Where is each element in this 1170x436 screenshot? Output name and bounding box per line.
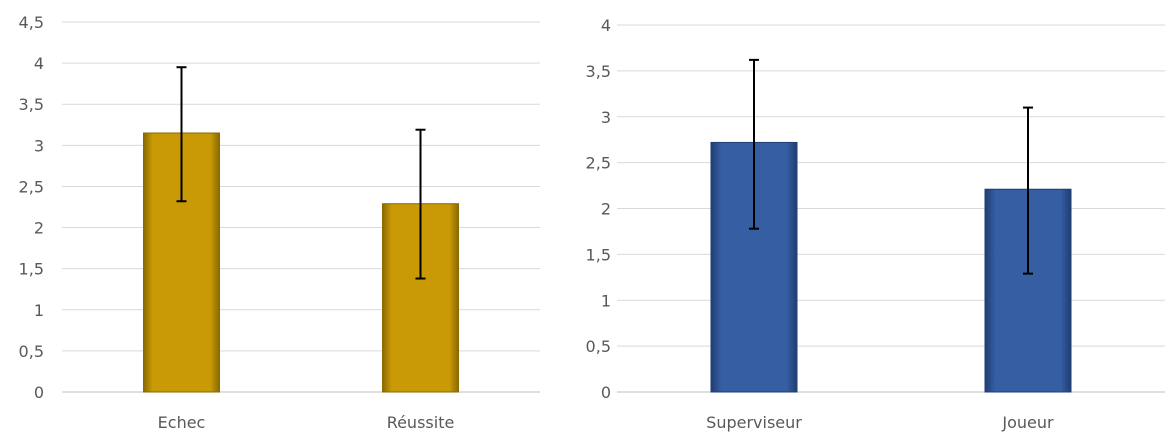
y-tick-label: 2,5: [586, 154, 611, 173]
x-category-label: Superviseur: [706, 413, 802, 432]
y-tick-label: 2: [601, 200, 611, 219]
x-category-label: Echec: [158, 413, 206, 432]
y-tick-label: 1,5: [19, 260, 44, 279]
y-tick-label: 4: [601, 16, 611, 35]
x-category-label: Joueur: [1001, 413, 1054, 432]
y-tick-label: 2,5: [19, 177, 44, 196]
y-tick-label: 3: [601, 108, 611, 127]
y-tick-label: 3: [34, 136, 44, 155]
y-tick-label: 0: [601, 383, 611, 402]
y-tick-label: 3,5: [586, 62, 611, 81]
y-tick-label: 1: [34, 301, 44, 320]
y-tick-label: 0,5: [19, 342, 44, 361]
bar-chart-echec-reussite: 0 0,5 1 1,5 2 2,5 3 3,5 4 4,5 Echec Réussite: [0, 0, 575, 436]
y-tick-label: 0,5: [586, 337, 611, 356]
y-tick-label: 1,5: [586, 245, 611, 264]
y-tick-label: 0: [34, 383, 44, 402]
bar-chart-superviseur-joueur: 0 0,5 1 1,5 2 2,5 3 3,5 4 Superviseur Joueur: [575, 0, 1170, 436]
y-tick-label: 2: [34, 219, 44, 238]
x-category-label: Réussite: [387, 413, 455, 432]
y-tick-label: 4: [34, 54, 44, 73]
y-tick-label: 1: [601, 291, 611, 310]
y-tick-label: 3,5: [19, 95, 44, 114]
y-tick-label: 4,5: [19, 13, 44, 32]
